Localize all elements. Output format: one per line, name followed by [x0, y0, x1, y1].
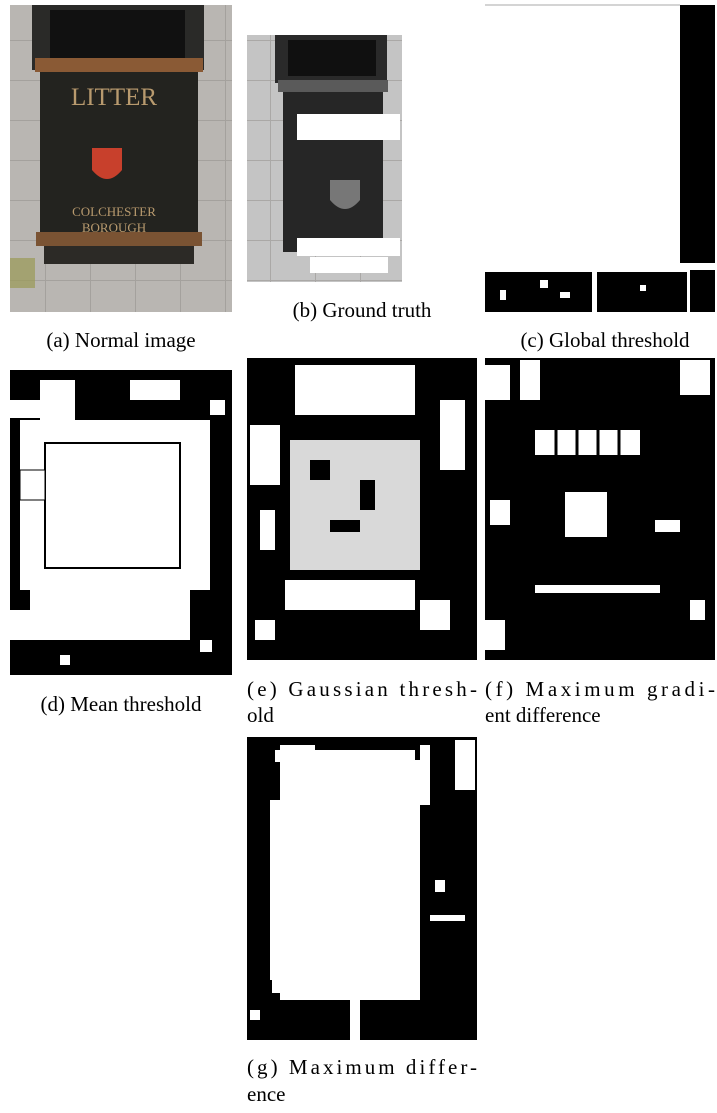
caption: (f) Maximum gradi- [485, 677, 715, 701]
photo-normal: LITTER COLCHESTER BOROUGH [10, 5, 232, 312]
caption: old [247, 703, 274, 727]
caption: (g) Maximum differ- [247, 1055, 477, 1079]
binary-gaussian [247, 358, 477, 660]
caption: ent difference [485, 703, 601, 727]
page: {"panels": [ {"caption_lines": ["(a) Nor… [0, 0, 717, 1113]
caption: (b) Ground truth [293, 298, 432, 322]
image-text: LITTER [71, 84, 157, 111]
image-text: COLCHESTER [72, 204, 156, 219]
binary-global [485, 5, 715, 312]
photo-ground-truth [247, 35, 402, 282]
binary-max-gradient [485, 358, 715, 660]
caption: ence [247, 1082, 285, 1106]
image-text: BOROUGH [82, 220, 146, 235]
caption: (a) Normal image [46, 328, 195, 352]
binary-mean [10, 370, 232, 675]
caption: (e) Gaussian thresh- [247, 677, 477, 701]
figure: LITTER COLCHESTER BOROUGH [0, 0, 717, 1113]
caption: (c) Global threshold [520, 328, 690, 352]
binary-max-difference [247, 737, 477, 1040]
caption: (d) Mean threshold [41, 692, 202, 716]
